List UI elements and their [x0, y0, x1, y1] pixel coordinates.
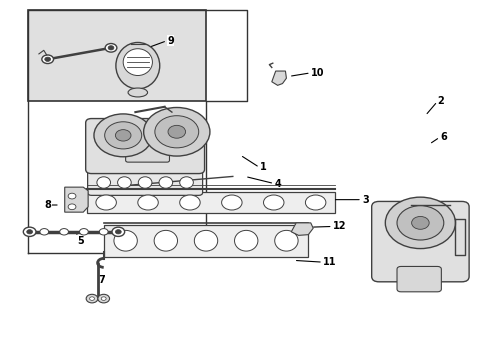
- Circle shape: [144, 108, 210, 156]
- Circle shape: [105, 122, 142, 149]
- Circle shape: [101, 297, 106, 300]
- Circle shape: [79, 229, 88, 235]
- Bar: [28, 10, 206, 102]
- Circle shape: [105, 44, 117, 52]
- Circle shape: [94, 114, 152, 157]
- Text: 9: 9: [167, 36, 174, 46]
- Ellipse shape: [97, 177, 111, 188]
- Text: 11: 11: [323, 257, 337, 267]
- Polygon shape: [291, 223, 313, 235]
- FancyBboxPatch shape: [88, 170, 202, 195]
- Text: 5: 5: [77, 236, 84, 246]
- Ellipse shape: [138, 195, 158, 210]
- Ellipse shape: [221, 195, 242, 210]
- Ellipse shape: [235, 230, 258, 251]
- Circle shape: [90, 297, 95, 300]
- Circle shape: [40, 229, 49, 235]
- Ellipse shape: [159, 177, 172, 188]
- Ellipse shape: [96, 195, 116, 210]
- Circle shape: [99, 229, 108, 235]
- Text: 4: 4: [274, 179, 281, 189]
- FancyBboxPatch shape: [397, 266, 441, 292]
- Circle shape: [168, 125, 186, 138]
- Text: 2: 2: [438, 96, 444, 107]
- Polygon shape: [65, 187, 88, 212]
- Ellipse shape: [138, 177, 152, 188]
- Text: 10: 10: [311, 68, 324, 78]
- Ellipse shape: [154, 230, 177, 251]
- Circle shape: [68, 204, 76, 210]
- Circle shape: [116, 130, 131, 141]
- Circle shape: [116, 230, 121, 234]
- FancyBboxPatch shape: [125, 123, 170, 162]
- Circle shape: [385, 197, 456, 249]
- FancyBboxPatch shape: [372, 202, 469, 282]
- FancyBboxPatch shape: [86, 118, 204, 174]
- Circle shape: [397, 206, 444, 240]
- Ellipse shape: [195, 230, 218, 251]
- Circle shape: [98, 294, 110, 303]
- Circle shape: [60, 229, 69, 235]
- Ellipse shape: [128, 88, 147, 97]
- Circle shape: [45, 57, 50, 62]
- Text: 1: 1: [260, 162, 267, 172]
- Bar: [104, 225, 308, 257]
- Circle shape: [412, 216, 429, 229]
- Circle shape: [86, 294, 98, 303]
- Text: 6: 6: [440, 132, 447, 142]
- Circle shape: [112, 227, 124, 237]
- Ellipse shape: [275, 230, 298, 251]
- Ellipse shape: [180, 177, 194, 188]
- Ellipse shape: [180, 195, 200, 210]
- Circle shape: [42, 55, 53, 64]
- Polygon shape: [272, 71, 287, 85]
- Ellipse shape: [264, 195, 284, 210]
- Ellipse shape: [114, 230, 137, 251]
- Circle shape: [27, 230, 32, 234]
- Text: 7: 7: [99, 275, 105, 285]
- Circle shape: [155, 116, 199, 148]
- Bar: [87, 192, 335, 213]
- Text: 12: 12: [333, 221, 346, 231]
- Ellipse shape: [305, 195, 326, 210]
- Text: 8: 8: [44, 200, 51, 210]
- Circle shape: [68, 193, 76, 199]
- Circle shape: [108, 46, 114, 50]
- Ellipse shape: [123, 49, 152, 76]
- Ellipse shape: [118, 177, 131, 188]
- Ellipse shape: [116, 42, 160, 89]
- Text: 3: 3: [362, 195, 368, 204]
- Circle shape: [24, 227, 36, 237]
